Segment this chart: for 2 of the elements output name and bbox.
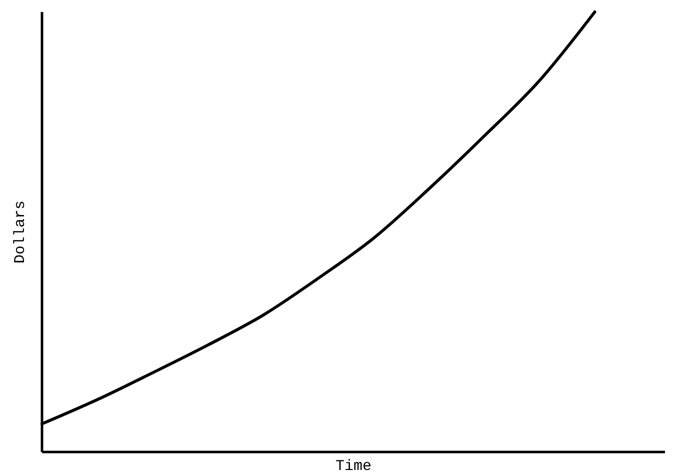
y-axis-title: Dollars xyxy=(12,200,29,264)
x-axis-title: Time xyxy=(335,458,372,475)
